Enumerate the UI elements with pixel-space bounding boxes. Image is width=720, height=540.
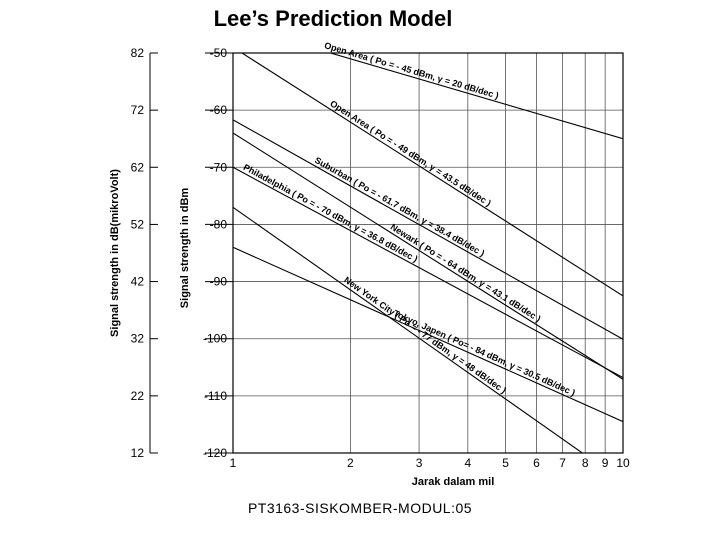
x-tick-label: 8 [582,456,589,470]
series-label-6: New York City ( Po = - 77 dBm, γ = 48 dB… [342,275,508,396]
series-layer [233,53,623,453]
dbuv-tick-label: 42 [131,275,145,289]
series-line-3 [233,132,623,380]
x-tick-label: 4 [464,456,471,470]
dbuv-tick-label: 12 [131,446,145,460]
dbm-tick-label: -80 [210,217,228,231]
series-line-1 [240,53,623,297]
dbuv-tick-label: 62 [131,160,145,174]
dbuv-tick-label: 22 [131,389,145,403]
dbm-tick-label: -70 [210,160,228,174]
plot-frame [232,52,624,454]
x-tick-label: 7 [559,456,566,470]
series-line-5 [233,246,623,423]
dbuv-tick-label: 72 [131,103,145,117]
x-tick-label: 3 [416,456,423,470]
dbm-tick-label: -100 [203,332,227,346]
series-label-4: Philadelphia ( Po = - 70 dBm, γ = 36.8 d… [242,162,420,264]
y-right-axis-label: Signal strength in dBm [179,188,191,309]
dbuv-tick-label: 52 [131,217,145,231]
series-line-6 [233,206,584,453]
x-tick-label: 2 [347,456,354,470]
x-tick-label: 1 [230,456,237,470]
x-tick-label: 10 [616,456,630,470]
dbm-tick-label: -50 [210,46,228,60]
x-tick-label: 9 [602,456,609,470]
x-tick-label: 6 [533,456,540,470]
x-tick-label: 5 [502,456,509,470]
series-label-2: Suburban ( Po = - 61.7 dBm, γ = 38.4 dB/… [313,155,486,258]
dbm-tick-label: -110 [204,389,227,403]
series-label-0: Open Area ( Po = - 45 dBm, γ = 20 dB/dec… [323,40,500,101]
y-left-axis-label: Signal strength in dB(mikroVolt) [109,169,121,337]
slide-title: Lee’s Prediction Model [213,6,453,31]
x-axis-label: Jarak dalam mil [412,476,495,488]
series-line-0 [328,53,623,140]
dbm-tick-label: -60 [210,103,228,117]
dbm-tick-label: -120 [203,446,227,460]
dbuv-tick-label: 32 [131,332,145,346]
dbm-tick-label: -90 [210,275,228,289]
dbuv-tick-label: 82 [131,46,145,60]
axis-layer: 1 2 3 4 5 6 7 8 9 10-50-60-70-80-90-100-110-12082… [109,46,630,488]
series-line-2 [233,119,623,340]
series-line-4 [233,166,623,379]
slide-footer: PT3163-SISKOMBER-MODUL:05 [247,500,473,516]
